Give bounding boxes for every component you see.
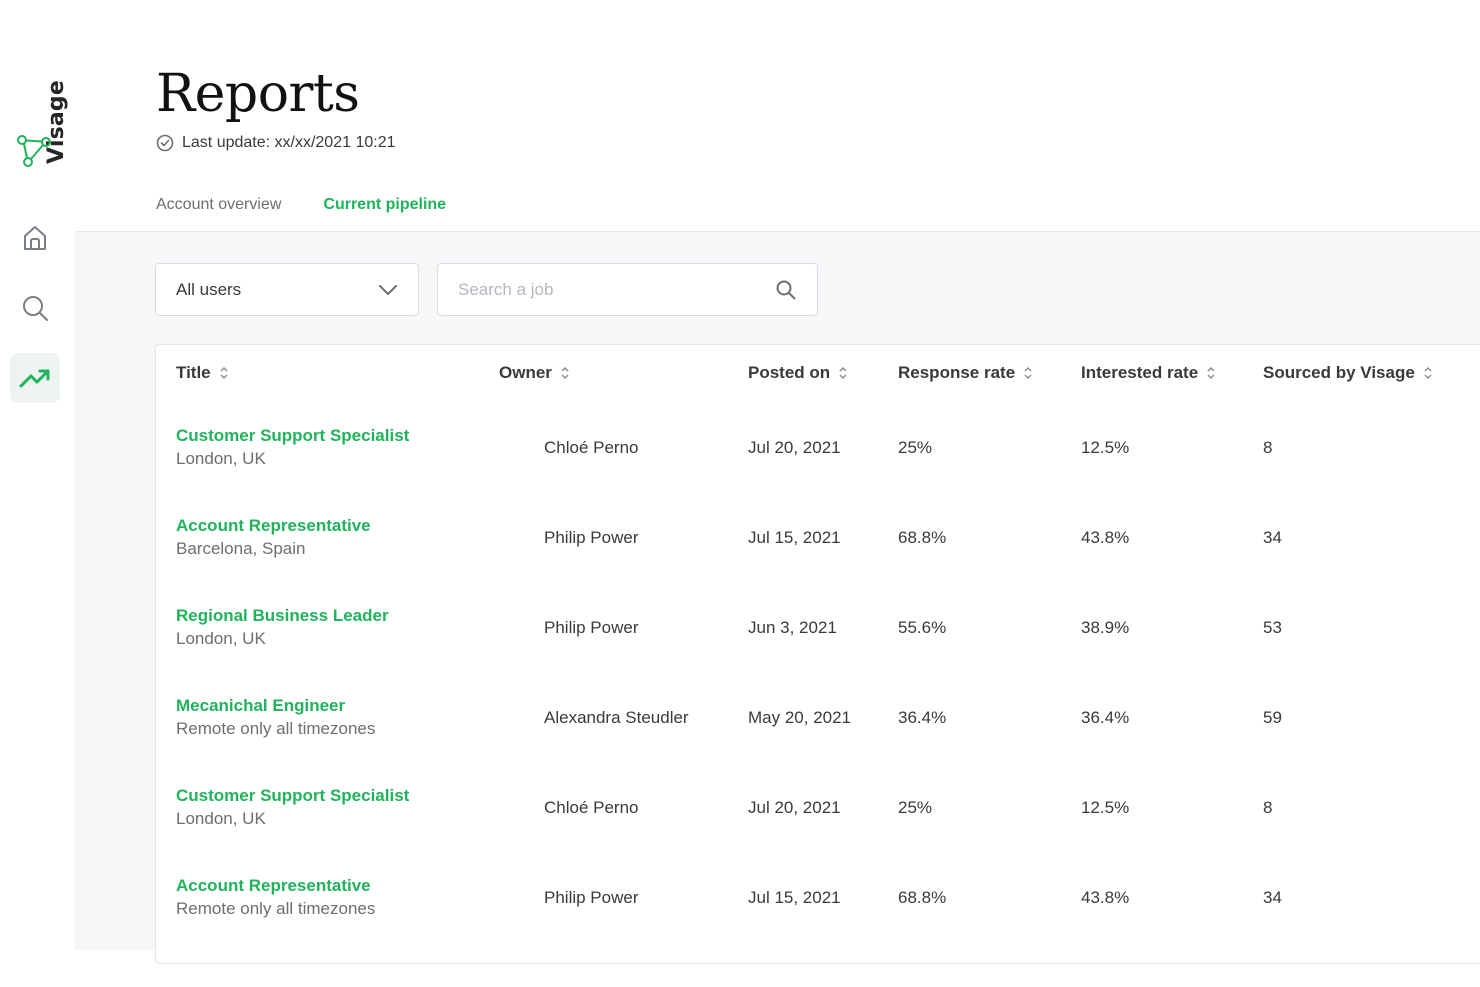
posted-cell: Jul 20, 2021 — [748, 798, 841, 817]
owner-cell: Philip Power — [544, 528, 639, 547]
table-row[interactable]: Account Representative Remote only all t… — [156, 876, 1480, 966]
owner-cell: Philip Power — [544, 618, 639, 637]
column-header-title[interactable]: Title — [176, 363, 229, 383]
trending-up-icon — [19, 369, 50, 388]
posted-cell: Jul 15, 2021 — [748, 888, 841, 907]
response-rate-cell: 25% — [898, 438, 933, 457]
last-update: Last update: xx/xx/2021 10:21 — [156, 134, 395, 152]
sort-icon — [561, 366, 569, 380]
job-title-link[interactable]: Customer Support Specialist — [176, 426, 410, 445]
job-title-link[interactable]: Regional Business Leader — [176, 606, 389, 625]
sourced-cell: 8 — [1263, 438, 1273, 457]
response-rate-cell: 68.8% — [898, 888, 947, 907]
interested-rate-cell: 38.9% — [1081, 618, 1130, 637]
search-box[interactable] — [437, 263, 818, 316]
table-row[interactable]: Account Representative Barcelona, Spain … — [156, 516, 1480, 606]
interested-rate-cell: 43.8% — [1081, 528, 1130, 547]
owner-cell: Philip Power — [544, 888, 639, 907]
owner-cell: Alexandra Steudler — [544, 708, 689, 727]
nav-reports[interactable] — [10, 353, 60, 403]
column-header-interested-rate[interactable]: Interested rate — [1081, 363, 1216, 383]
sourced-cell: 53 — [1263, 618, 1282, 637]
job-location: London, UK — [176, 449, 266, 468]
users-select[interactable]: All users — [155, 263, 419, 316]
sourced-cell: 59 — [1263, 708, 1282, 727]
nav-search[interactable] — [10, 283, 60, 333]
interested-rate-cell: 43.8% — [1081, 888, 1130, 907]
chevron-down-icon — [379, 284, 397, 295]
table-row[interactable]: Regional Business Leader London, UK Phil… — [156, 606, 1480, 696]
tab-current-pipeline[interactable]: Current pipeline — [323, 196, 447, 213]
sourced-cell: 8 — [1263, 798, 1273, 817]
sourced-cell: 34 — [1263, 888, 1282, 907]
interested-rate-cell: 12.5% — [1081, 438, 1130, 457]
response-rate-cell: 25% — [898, 798, 933, 817]
page-title: Reports — [156, 64, 360, 124]
main-content: All users Title Owner Posted on — [75, 232, 1480, 964]
sort-icon — [1024, 366, 1032, 380]
sourced-cell: 34 — [1263, 528, 1282, 547]
table-row[interactable]: Customer Support Specialist London, UK C… — [156, 426, 1480, 516]
job-location: Remote only all timezones — [176, 719, 376, 738]
owner-cell: Chloé Perno — [544, 438, 639, 457]
sort-icon — [1207, 366, 1215, 380]
table-row[interactable]: Mecanichal Engineer Remote only all time… — [156, 696, 1480, 786]
nav-home[interactable] — [10, 213, 60, 263]
home-icon — [24, 226, 46, 250]
tabs-divider — [75, 231, 1480, 232]
posted-cell: Jul 15, 2021 — [748, 528, 841, 547]
job-title-link[interactable]: Mecanichal Engineer — [176, 696, 346, 715]
sort-icon — [1424, 366, 1432, 380]
job-title-link[interactable]: Customer Support Specialist — [176, 786, 410, 805]
graph-nodes-icon — [17, 135, 51, 167]
sort-icon — [220, 366, 228, 380]
response-rate-cell: 55.6% — [898, 618, 947, 637]
tabs: Account overview Current pipeline — [156, 196, 446, 214]
posted-cell: Jun 3, 2021 — [748, 618, 837, 637]
column-header-sourced-by-visage[interactable]: Sourced by Visage — [1263, 363, 1433, 383]
search-icon — [23, 296, 48, 321]
job-location: Barcelona, Spain — [176, 539, 306, 558]
job-location: London, UK — [176, 629, 266, 648]
last-update-text: Last update: xx/xx/2021 10:21 — [182, 134, 396, 151]
sort-icon — [839, 366, 847, 380]
job-location: Remote only all timezones — [176, 899, 376, 918]
interested-rate-cell: 12.5% — [1081, 798, 1130, 817]
column-header-posted-on[interactable]: Posted on — [748, 363, 848, 383]
job-title-link[interactable]: Account Representative — [176, 516, 371, 535]
response-rate-cell: 36.4% — [898, 708, 947, 727]
check-circle-icon — [156, 134, 174, 152]
job-location: London, UK — [176, 809, 266, 828]
table-row[interactable]: Customer Support Specialist London, UK C… — [156, 786, 1480, 876]
users-select-value: All users — [176, 279, 242, 299]
table-header: Title Owner Posted on Response rate Inte… — [156, 345, 1480, 403]
search-icon[interactable] — [775, 279, 797, 301]
jobs-table: Title Owner Posted on Response rate Inte… — [155, 344, 1480, 964]
posted-cell: Jul 20, 2021 — [748, 438, 841, 457]
search-input[interactable] — [458, 279, 758, 300]
sidebar: Visage — [0, 0, 75, 987]
tab-account-overview[interactable]: Account overview — [156, 196, 282, 213]
job-title-link[interactable]: Account Representative — [176, 876, 371, 895]
interested-rate-cell: 36.4% — [1081, 708, 1130, 727]
response-rate-cell: 68.8% — [898, 528, 947, 547]
column-header-owner[interactable]: Owner — [499, 363, 570, 383]
column-header-response-rate[interactable]: Response rate — [898, 363, 1033, 383]
posted-cell: May 20, 2021 — [748, 708, 852, 727]
owner-cell: Chloé Perno — [544, 798, 639, 817]
